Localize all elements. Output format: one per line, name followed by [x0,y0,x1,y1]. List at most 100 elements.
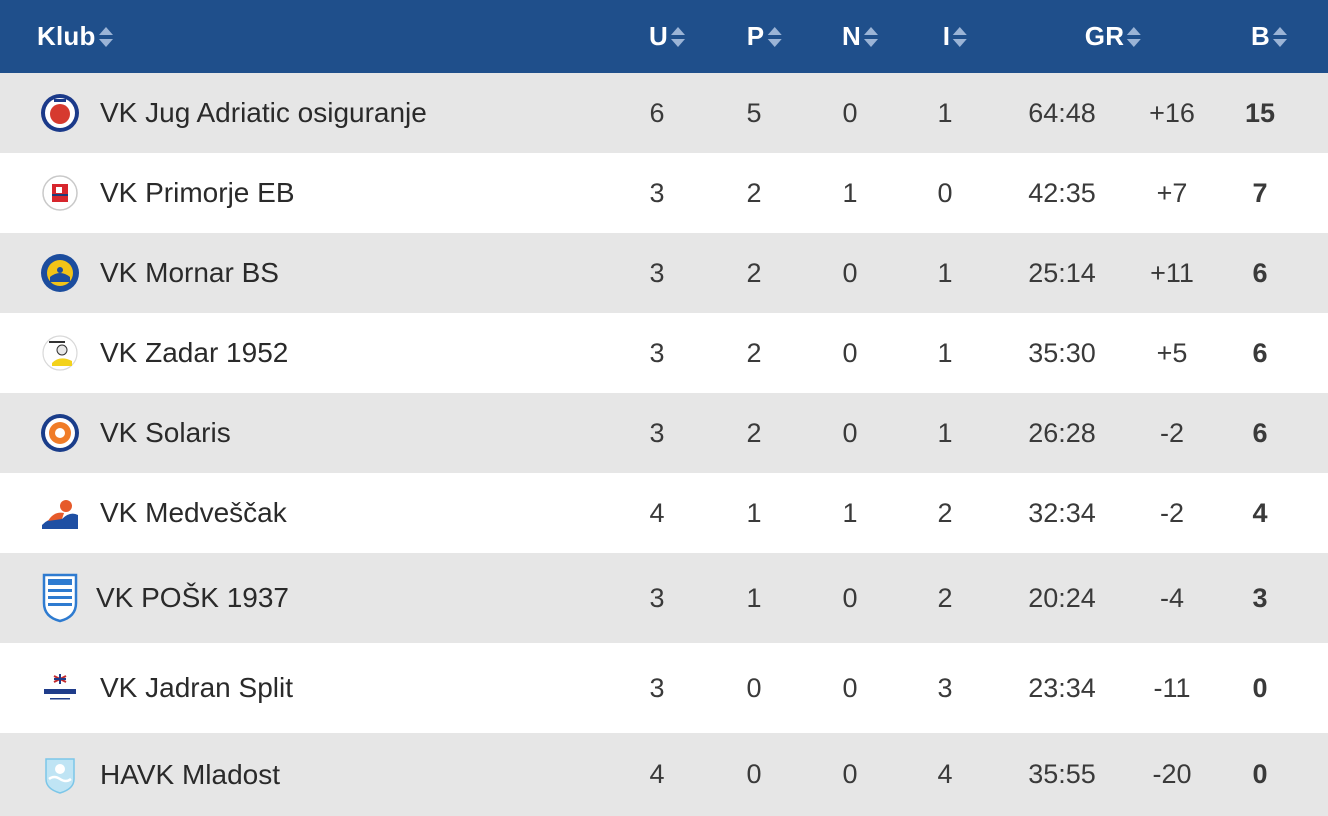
column-header-gr-label: GR [1084,21,1125,51]
mornar-logo-icon [40,253,80,293]
wins-value: 2 [746,257,762,288]
table-row[interactable]: HAVK Mladost 4 0 0 4 35:55 -20 0 [0,733,1328,816]
goals-value: 25:14 [1028,257,1096,288]
goals-value: 35:55 [1028,759,1096,789]
table-row[interactable]: VK Zadar 1952 3 2 0 1 35:30 +5 6 [0,313,1328,393]
club-name[interactable]: VK Medveščak [100,497,287,528]
losses-value: 1 [937,97,953,128]
draws-value: 0 [842,759,858,789]
column-header-n[interactable]: N [842,0,878,73]
column-header-n-label: N [842,21,861,51]
club-name[interactable]: VK Jug Adriatic osiguranje [100,97,427,128]
goal-difference-value: +11 [1150,257,1194,288]
club-name[interactable]: VK Solaris [100,417,231,448]
points-value: 0 [1252,759,1268,789]
losses-value: 4 [937,759,953,789]
column-header-gr[interactable]: GR [1084,0,1142,73]
medvescak-logo-icon [40,493,80,533]
draws-value: 0 [842,672,858,703]
points-value: 15 [1244,97,1276,128]
sort-icon[interactable] [767,26,782,48]
points-value: 6 [1252,417,1268,448]
zadar-logo-icon [40,333,80,373]
sort-icon[interactable] [953,26,968,48]
club-name[interactable]: HAVK Mladost [100,758,280,790]
points-value: 4 [1252,497,1268,528]
goal-difference-value: -2 [1159,417,1185,448]
goals-value: 35:30 [1028,337,1096,368]
mladost-logo-icon [40,755,80,795]
goals-value: 32:34 [1028,497,1096,528]
club-name[interactable]: VK POŠK 1937 [96,582,290,613]
table-row[interactable]: VK POŠK 1937 3 1 0 2 20:24 -4 3 [0,553,1328,643]
played-value: 4 [649,497,665,528]
losses-value: 3 [937,672,953,703]
played-value: 3 [649,177,665,208]
wins-value: 5 [746,97,762,128]
played-value: 3 [649,582,665,613]
wins-value: 0 [746,672,762,703]
points-value: 6 [1252,337,1268,368]
column-header-u[interactable]: U [649,0,685,73]
draws-value: 0 [842,337,858,368]
column-header-i-label: I [942,21,951,51]
column-header-u-label: U [649,21,668,51]
club-name[interactable]: VK Primorje EB [100,177,295,208]
losses-value: 0 [937,177,953,208]
wins-value: 2 [746,177,762,208]
table-row[interactable]: VK Jadran Split 3 0 0 3 23:34 -11 0 [0,643,1328,733]
losses-value: 1 [937,417,953,448]
played-value: 6 [649,97,665,128]
goal-difference-value: -11 [1153,672,1191,703]
column-header-klub[interactable]: Klub [37,0,113,73]
sort-icon[interactable] [1272,26,1287,48]
club-name[interactable]: VK Mornar BS [100,257,279,288]
sort-icon[interactable] [863,26,878,48]
goal-difference-value: +16 [1149,97,1195,128]
goal-difference-value: +5 [1156,337,1188,368]
club-name[interactable]: VK Jadran Split [100,672,293,703]
draws-value: 1 [842,177,858,208]
played-value: 4 [649,759,665,789]
club-name[interactable]: VK Zadar 1952 [100,337,289,368]
points-value: 7 [1252,177,1268,208]
column-header-p-label: P [746,21,765,51]
table-row[interactable]: VK Mornar BS 3 2 0 1 25:14 +11 6 [0,233,1328,313]
posk-logo-icon [40,573,80,623]
wins-value: 0 [746,759,762,789]
losses-value: 1 [937,257,953,288]
primorje-logo-icon [40,173,80,213]
goals-value: 42:35 [1028,177,1096,208]
column-header-b-label: B [1251,21,1270,51]
goal-difference-value: -20 [1152,759,1192,789]
played-value: 3 [649,257,665,288]
played-value: 3 [649,337,665,368]
wins-value: 1 [746,582,762,613]
points-value: 6 [1252,257,1268,288]
draws-value: 0 [842,582,858,613]
table-row[interactable]: VK Primorje EB 3 2 1 0 42:35 +7 7 [0,153,1328,233]
points-value: 0 [1252,672,1268,703]
goal-difference-value: +7 [1156,177,1188,208]
column-header-p[interactable]: P [747,0,782,73]
points-value: 3 [1252,582,1268,613]
wins-value: 1 [746,497,762,528]
sort-icon[interactable] [98,26,113,48]
goals-value: 64:48 [1028,97,1096,128]
table-row[interactable]: VK Medveščak 4 1 1 2 32:34 -2 4 [0,473,1328,553]
losses-value: 2 [937,582,953,613]
wins-value: 2 [746,337,762,368]
sort-icon[interactable] [1127,26,1142,48]
column-header-b[interactable]: B [1251,0,1287,73]
goals-value: 26:28 [1028,417,1096,448]
column-header-i[interactable]: I [942,0,968,73]
solaris-logo-icon [40,413,80,453]
jug-logo-icon [40,93,80,133]
goals-value: 20:24 [1028,582,1096,613]
table-row[interactable]: VK Jug Adriatic osiguranje 6 5 0 1 64:48… [0,73,1328,153]
column-header-klub-label: Klub [37,21,96,51]
table-row[interactable]: VK Solaris 3 2 0 1 26:28 -2 6 [0,393,1328,473]
sort-icon[interactable] [670,26,685,48]
draws-value: 0 [842,417,858,448]
